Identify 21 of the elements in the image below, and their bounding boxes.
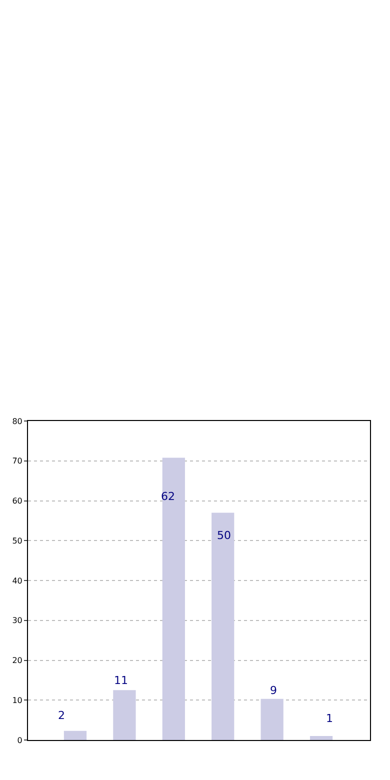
bar <box>113 690 136 740</box>
annotation: 2 <box>58 709 65 722</box>
y-tick-label: 20 <box>12 656 22 666</box>
annotation: 1 <box>326 712 333 725</box>
bar <box>162 458 185 740</box>
bar <box>310 736 333 740</box>
y-tick-label: 10 <box>12 696 22 705</box>
y-tick-label: 60 <box>12 496 22 506</box>
y-tick-label: 70 <box>12 456 22 466</box>
y-tick-label: 50 <box>12 536 22 546</box>
annotation: 62 <box>161 490 175 503</box>
y-tick-label: 80 <box>12 416 22 426</box>
annotation: 11 <box>114 674 128 687</box>
y-tick-label: 40 <box>12 576 22 586</box>
annotation: 9 <box>270 684 277 697</box>
y-tick-label: 0 <box>17 736 22 745</box>
bar <box>212 512 234 740</box>
annotation: 50 <box>217 529 231 542</box>
bar <box>260 698 284 740</box>
bar <box>64 730 87 740</box>
y-tick-label: 30 <box>12 616 22 626</box>
